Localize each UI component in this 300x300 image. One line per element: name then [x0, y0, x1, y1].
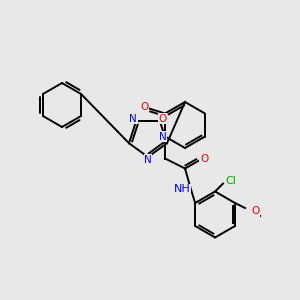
Text: N: N	[129, 114, 137, 124]
Text: Cl: Cl	[226, 176, 236, 187]
Text: NH: NH	[174, 184, 190, 194]
Text: O: O	[140, 103, 148, 112]
Text: O: O	[159, 114, 167, 124]
Text: N: N	[144, 155, 152, 165]
Text: O: O	[200, 154, 208, 164]
Text: O: O	[251, 206, 259, 216]
Text: N: N	[159, 131, 167, 142]
